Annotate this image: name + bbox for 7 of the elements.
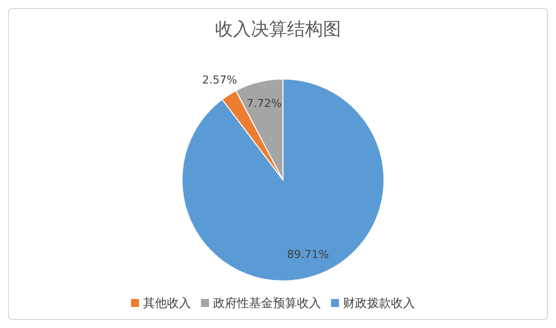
data-label: 2.57% [202,74,238,87]
legend-label: 其他收入 [143,296,191,310]
chart-title: 收入决算结构图 [214,18,342,42]
data-label: 7.72% [246,97,282,110]
legend-label: 财政拨款收入 [343,296,415,310]
data-label: 89.71% [287,248,330,262]
legend-label: 政府性基金预算收入 [213,296,321,310]
